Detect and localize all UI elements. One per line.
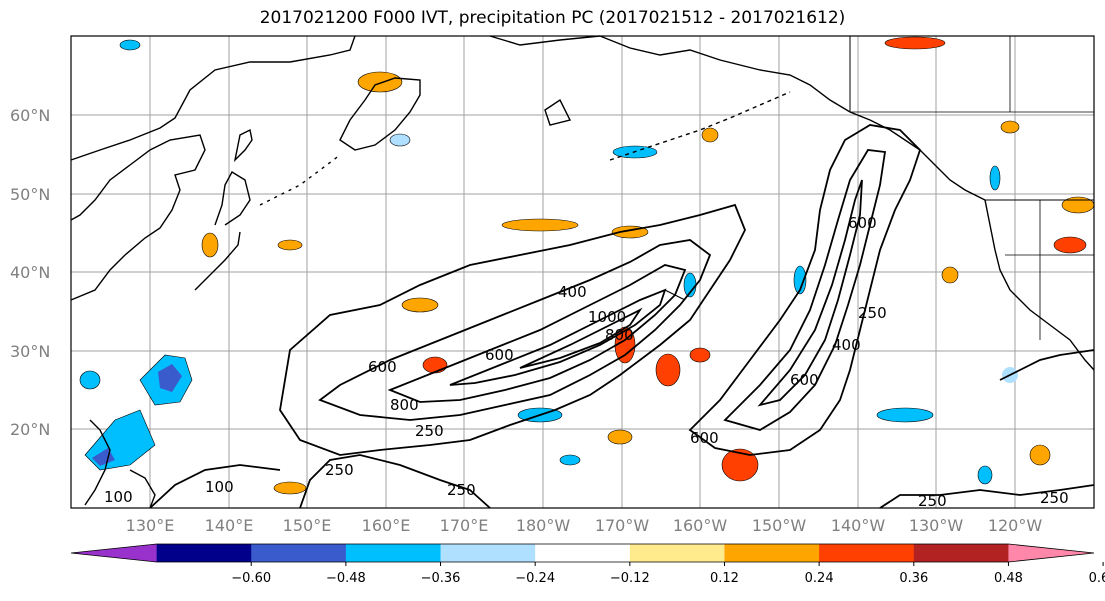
precip-positive-patch (689, 347, 711, 363)
colorbar-tick-label: −0.24 (515, 571, 555, 586)
precip-positive-patch (357, 71, 403, 93)
colorbar-segment (535, 544, 631, 562)
colorbar-extend-max (1008, 544, 1094, 562)
longitude-labels: 130°E 140°E 150°E 160°E 170°E 180°W 170°… (126, 516, 1043, 535)
precip-positive-patch (201, 232, 219, 258)
map-panel: 400 1000 600 800 600 800 250 600 250 400… (70, 35, 1095, 510)
latitude-labels: 60°N 50°N 40°N 30°N 20°N (10, 106, 50, 439)
contour-label: 400 (832, 336, 861, 354)
lon-label: 150°E (283, 516, 332, 535)
precip-positive-patch (701, 127, 719, 143)
precip-positive-patch (273, 481, 307, 495)
precip-negative-patch (989, 165, 1001, 191)
precip-positive-patch (501, 218, 579, 232)
lat-label: 30°N (10, 342, 50, 361)
contour-label: 600 (485, 346, 514, 364)
colorbar-segment (819, 544, 915, 562)
contour-label: 600 (368, 358, 397, 376)
lon-label: 170°E (440, 516, 489, 535)
contour-label: 1000 (588, 308, 626, 326)
contour-label: 250 (918, 492, 947, 510)
precip-negative-patch (559, 454, 581, 466)
colorbar-segment (251, 544, 347, 562)
lon-label: 170°W (595, 516, 650, 535)
colorbar: −0.60 −0.48 −0.36 −0.24 −0.12 0.12 0.24 0.36 0.4… (70, 543, 1105, 586)
precip-positive-patch (277, 239, 303, 251)
contour-label: 250 (1040, 489, 1069, 507)
contour-label: 400 (558, 283, 587, 301)
contour-label: 250 (415, 422, 444, 440)
precip-positive-patch (1029, 444, 1051, 466)
lat-label: 60°N (10, 106, 50, 125)
colorbar-tick-label: −0.48 (326, 571, 366, 586)
precip-positive-patch (401, 297, 439, 313)
lon-label: 130°E (126, 516, 175, 535)
lon-label: 120°W (988, 516, 1043, 535)
graticule (71, 36, 1094, 508)
contour-label: 250 (325, 461, 354, 479)
precip-positive-patch (884, 36, 946, 50)
lon-label: 160°E (362, 516, 411, 535)
lon-label: 160°W (673, 516, 728, 535)
contour-label: 600 (690, 429, 719, 447)
coastlines (70, 35, 1095, 509)
colorbar-tick-label: −0.12 (610, 571, 650, 586)
colorbar-outline (70, 543, 1095, 563)
colorbar-tick-label: 0.24 (805, 571, 834, 586)
contour-label: 250 (858, 304, 887, 322)
precip-positive-patch (607, 429, 633, 445)
precip-negative-patch (158, 364, 182, 392)
precipitation-shading (79, 36, 1095, 495)
colorbar-segment (724, 544, 820, 562)
precip-positive-patch (941, 266, 959, 284)
colorbar-segment (440, 544, 536, 562)
precip-positive-patch (1000, 120, 1020, 134)
lon-label: 130°W (909, 516, 964, 535)
colorbar-tick-label: −0.36 (421, 571, 461, 586)
colorbar-tick-label: 0.48 (994, 571, 1023, 586)
colorbar-segment (913, 544, 1009, 562)
precip-positive-patch (655, 353, 681, 387)
ivt-contours (149, 124, 1095, 509)
precip-positive-patch (1061, 196, 1095, 214)
lat-label: 50°N (10, 185, 50, 204)
precip-negative-patch (79, 370, 101, 390)
contour-label: 800 (605, 326, 634, 344)
lat-label: 40°N (10, 263, 50, 282)
precip-negative-patch (876, 407, 934, 423)
map-title: 2017021200 F000 IVT, precipitation PC (2… (259, 8, 846, 28)
colorbar-tick-label: 0.36 (899, 571, 928, 586)
colorbar-segment (629, 544, 725, 562)
lon-label: 150°W (752, 516, 807, 535)
colorbar-tick-label: −0.60 (231, 571, 271, 586)
contour-labels: 400 1000 600 800 600 800 250 600 250 400… (104, 214, 1069, 510)
colorbar-tick-label: 0.60 (1089, 571, 1105, 586)
precip-positive-patch (422, 356, 448, 374)
colorbar-tick-label: 0.12 (710, 571, 739, 586)
contour-label: 100 (104, 488, 133, 506)
contour-label: 600 (848, 214, 877, 232)
lat-label: 20°N (10, 420, 50, 439)
precip-negative-patch (119, 39, 141, 51)
contour-label: 100 (205, 478, 234, 496)
precip-positive-patch (721, 448, 759, 482)
lon-label: 140°E (205, 516, 254, 535)
lon-label: 140°W (831, 516, 886, 535)
contour-label: 600 (790, 371, 819, 389)
colorbar-segment (156, 544, 252, 562)
colorbar-extend-min (71, 544, 157, 562)
lon-label: 180°W (516, 516, 571, 535)
map-border (70, 35, 1095, 509)
colorbar-segment (345, 544, 442, 562)
precip-positive-patch (1053, 236, 1087, 254)
precip-negative-patch (977, 465, 993, 485)
precip-negative-patch (389, 133, 411, 147)
contour-label: 250 (447, 481, 476, 499)
precip-negative-patch (793, 265, 807, 295)
contour-label: 800 (390, 396, 419, 414)
